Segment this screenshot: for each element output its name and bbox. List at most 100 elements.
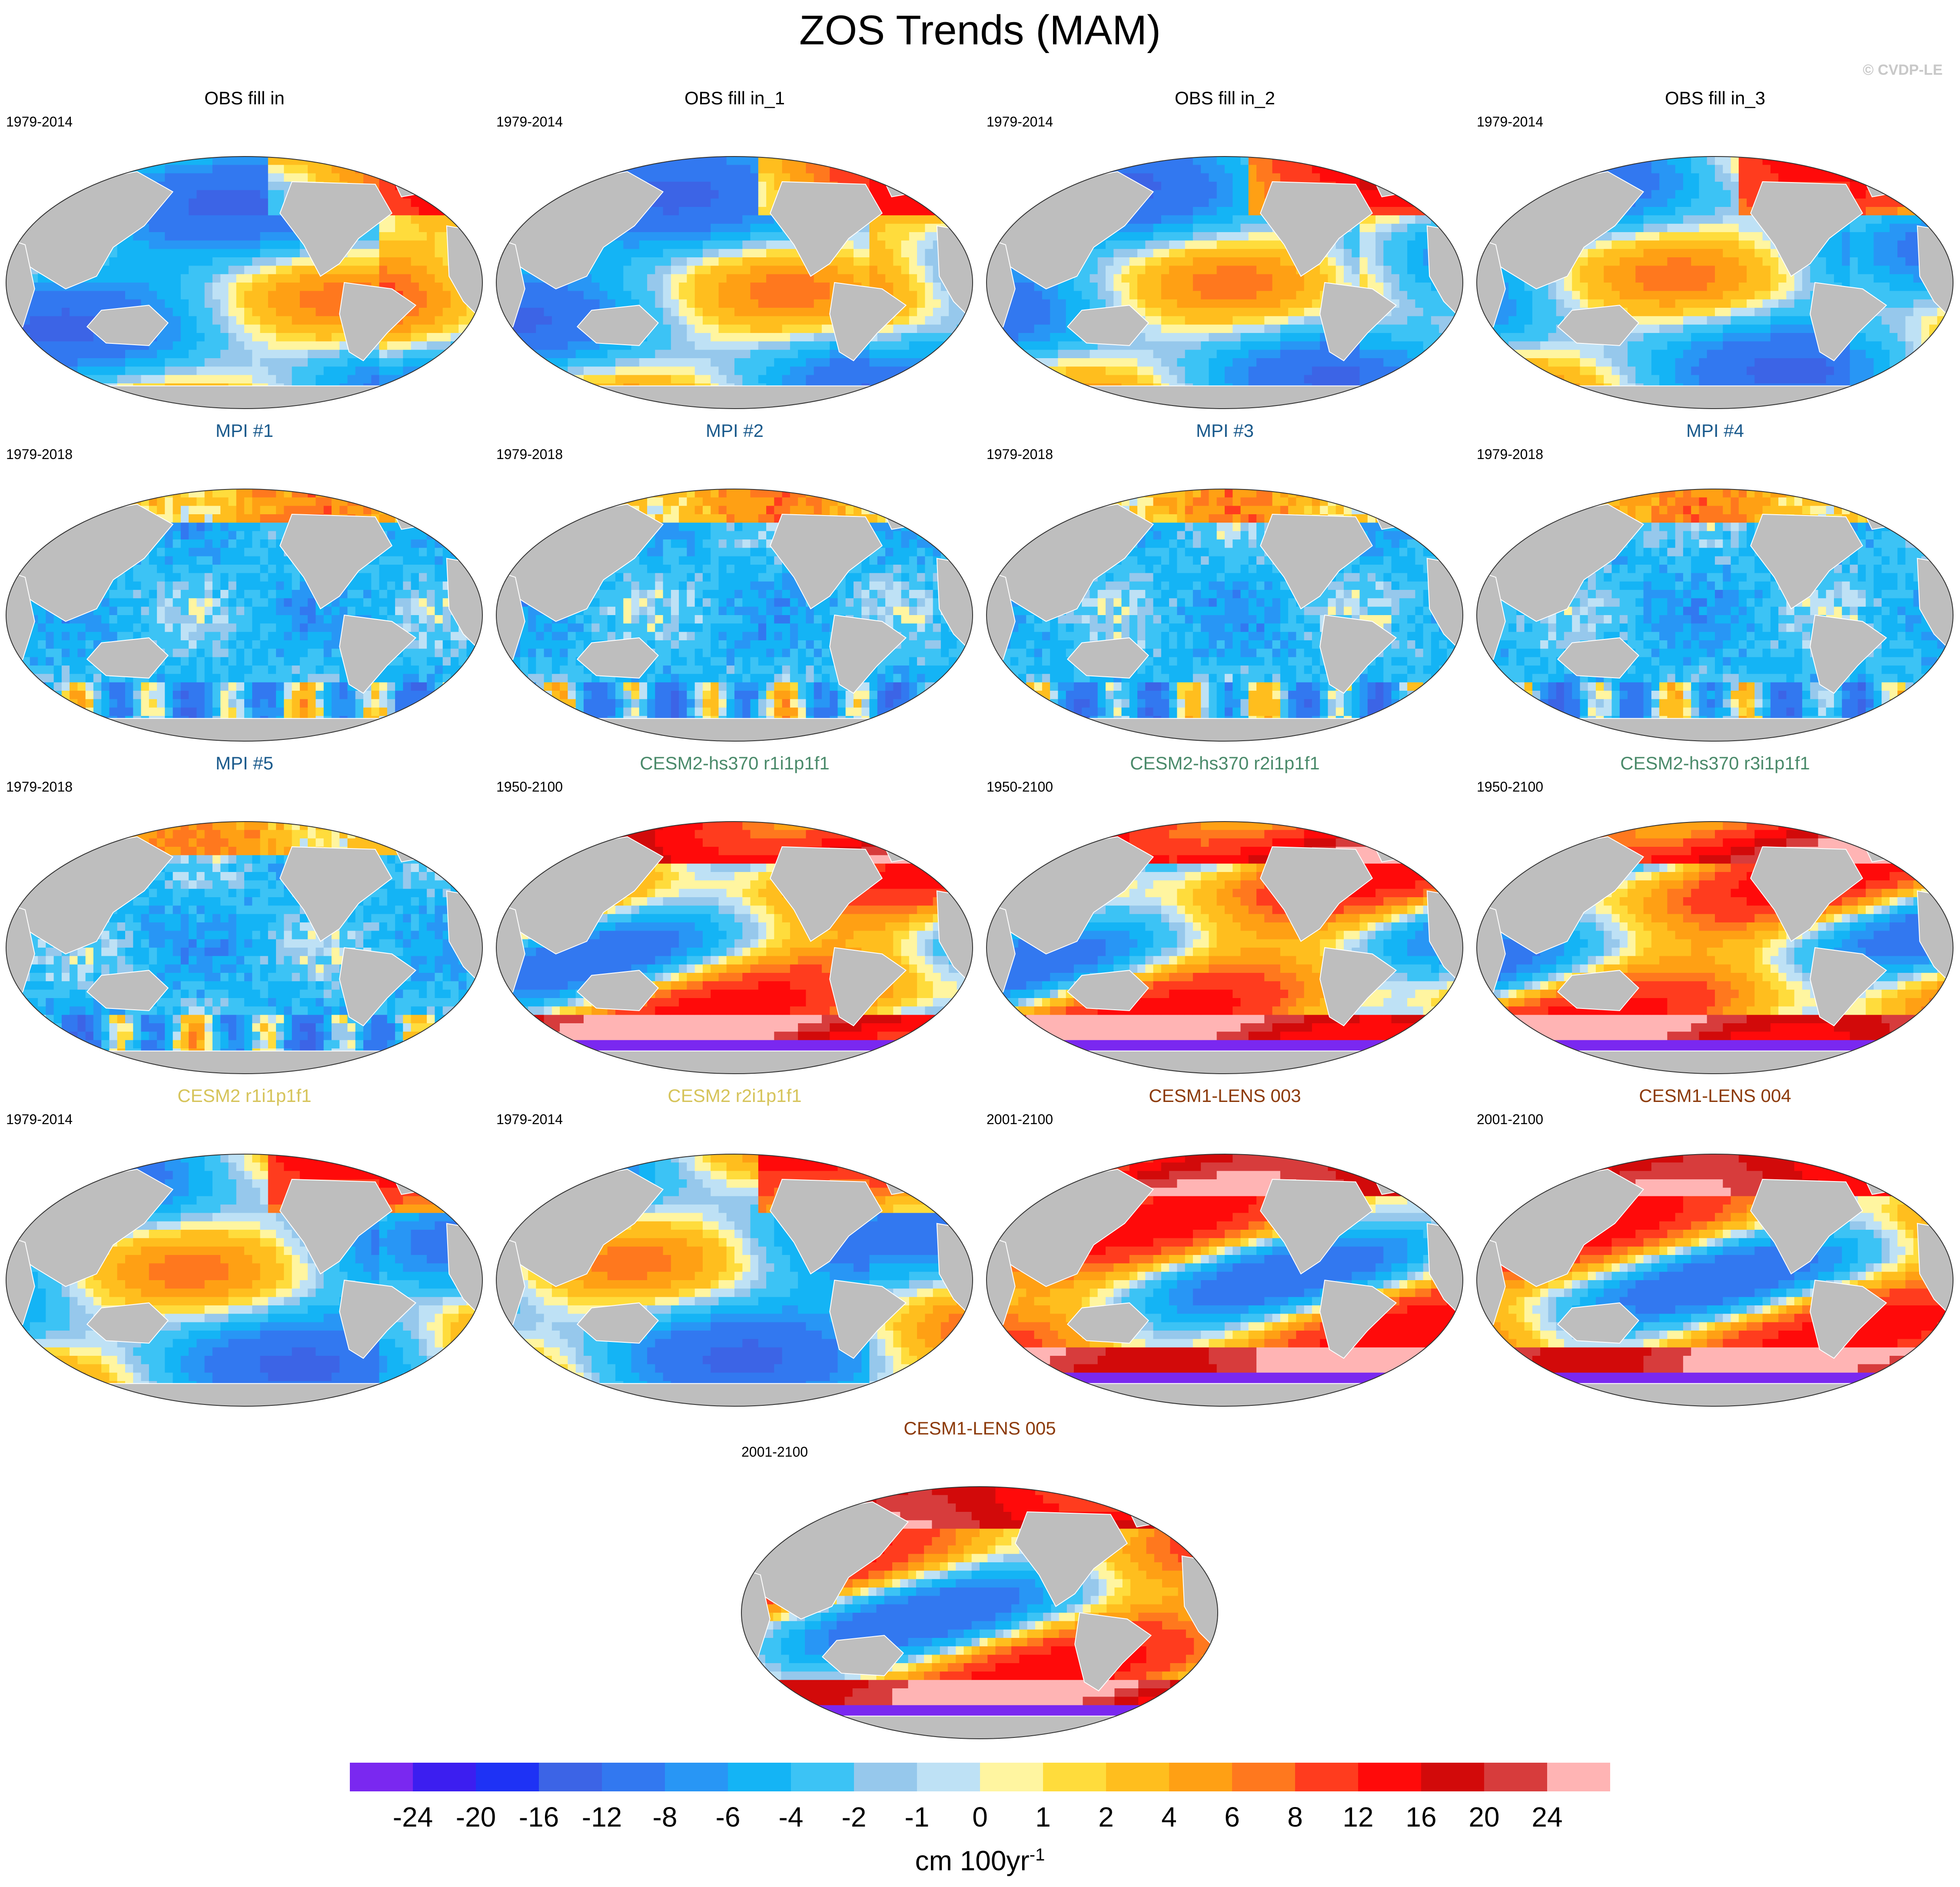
colorbar-swatch — [350, 1763, 413, 1791]
robinson-map — [496, 1154, 973, 1407]
map-panel: MPI #3 1979-2018 — [980, 419, 1469, 750]
panel-period: 1950-2100 — [496, 778, 563, 795]
trend-field — [987, 489, 1463, 741]
trend-field — [1477, 1154, 1953, 1406]
land-mass — [279, 513, 393, 609]
map-border — [1476, 489, 1953, 742]
land-mass — [339, 1279, 417, 1359]
panel-title: OBS fill in — [0, 87, 489, 110]
land-mass — [279, 181, 393, 277]
map-panel: OBS fill in_2 1979-2014 — [980, 87, 1469, 417]
colorbar-swatch — [476, 1763, 539, 1791]
colorbar-tick-label: 4 — [1134, 1800, 1204, 1834]
map-border — [496, 821, 973, 1074]
colorbar-swatch — [1169, 1763, 1232, 1791]
trend-field — [987, 1154, 1463, 1406]
panel-title: CESM1-LENS 003 — [980, 1085, 1469, 1107]
land-mass — [987, 385, 1463, 409]
robinson-map — [496, 821, 973, 1074]
land-mass — [829, 282, 907, 362]
land-mass — [279, 846, 393, 942]
land-mass — [770, 181, 883, 277]
panel-title: CESM1-LENS 005 — [735, 1417, 1224, 1440]
map-panel: CESM2 r1i1p1f1 1979-2014 — [0, 1085, 489, 1415]
units-exponent: -1 — [1030, 1845, 1045, 1864]
colorbar-tick-label: -24 — [378, 1800, 448, 1834]
robinson-map — [6, 1154, 483, 1407]
colorbar-tick-label: -1 — [882, 1800, 952, 1834]
panel-title: CESM2 r2i1p1f1 — [490, 1085, 979, 1107]
map-border — [1476, 821, 1953, 1074]
map-panel: MPI #1 1979-2018 — [0, 419, 489, 750]
land-mass — [86, 305, 169, 346]
map-panel: CESM2-hs370 r2i1p1f1 1950-2100 — [980, 752, 1469, 1082]
panel-title: CESM2 r1i1p1f1 — [0, 1085, 489, 1107]
land-mass — [1557, 970, 1640, 1012]
map-border — [986, 821, 1463, 1074]
trend-field — [1477, 156, 1953, 409]
map-panel: CESM1-LENS 004 2001-2100 — [1471, 1085, 1960, 1415]
colorbar-tick-label: 24 — [1512, 1800, 1582, 1834]
trend-field — [496, 1154, 973, 1406]
land-mass — [576, 305, 659, 346]
land-mass — [1557, 305, 1640, 346]
land-mass — [1319, 282, 1397, 362]
land-mass — [86, 970, 169, 1012]
land-mass — [1810, 614, 1887, 694]
land-mass — [1750, 513, 1864, 609]
robinson-map — [741, 1486, 1218, 1739]
colorbar-swatch — [1043, 1763, 1106, 1791]
colorbar-tick-label: 1 — [1008, 1800, 1078, 1834]
land-mass — [1260, 846, 1373, 942]
land-mass — [576, 1302, 659, 1344]
map-panel: CESM1-LENS 003 2001-2100 — [980, 1085, 1469, 1415]
map-border — [496, 489, 973, 742]
trend-field — [741, 1487, 1218, 1739]
map-border — [986, 489, 1463, 742]
panel-title: OBS fill in_3 — [1471, 87, 1960, 110]
trend-field — [496, 489, 973, 741]
robinson-map — [496, 156, 973, 409]
land-mass — [6, 718, 482, 741]
land-mass — [1477, 1383, 1953, 1406]
colorbar-swatch — [1484, 1763, 1547, 1791]
colorbar-tick-label: -20 — [441, 1800, 511, 1834]
panel-period: 1979-2014 — [496, 1111, 563, 1128]
colorbar-swatch — [854, 1763, 917, 1791]
panel-title: MPI #2 — [490, 419, 979, 442]
map-panel: OBS fill in_1 1979-2014 — [490, 87, 979, 417]
map-panel: MPI #2 1979-2018 — [490, 419, 979, 750]
colorbar-swatch — [728, 1763, 791, 1791]
panel-period: 1979-2014 — [6, 113, 73, 130]
colorbar-swatch — [1421, 1763, 1484, 1791]
colorbar-swatch — [602, 1763, 665, 1791]
trend-field — [6, 822, 482, 1074]
colorbar-tick-label: 20 — [1449, 1800, 1519, 1834]
land-mass — [1557, 1302, 1640, 1344]
land-mass — [1319, 947, 1397, 1027]
colorbar-swatch — [917, 1763, 980, 1791]
land-mass — [1477, 385, 1953, 409]
land-mass — [1319, 614, 1397, 694]
robinson-map — [6, 489, 483, 742]
panel-period: 1979-2014 — [6, 1111, 73, 1128]
land-mass — [496, 385, 973, 409]
land-mass — [1750, 846, 1864, 942]
robinson-map — [1476, 1154, 1953, 1407]
trend-field — [6, 156, 482, 409]
land-mass — [339, 614, 417, 694]
map-border — [1476, 1154, 1953, 1407]
panel-period: 1950-2100 — [987, 778, 1053, 795]
land-mass — [1810, 282, 1887, 362]
map-border — [6, 821, 483, 1074]
land-mass — [770, 846, 883, 942]
map-border — [986, 156, 1463, 409]
robinson-map — [986, 489, 1463, 742]
map-panel: CESM2-hs370 r3i1p1f1 1950-2100 — [1471, 752, 1960, 1082]
map-panel: MPI #5 1979-2018 — [0, 752, 489, 1082]
map-border — [6, 156, 483, 409]
trend-field — [1477, 489, 1953, 741]
map-border — [986, 1154, 1463, 1407]
panel-period: 1979-2014 — [1477, 113, 1543, 130]
land-mass — [576, 637, 659, 679]
